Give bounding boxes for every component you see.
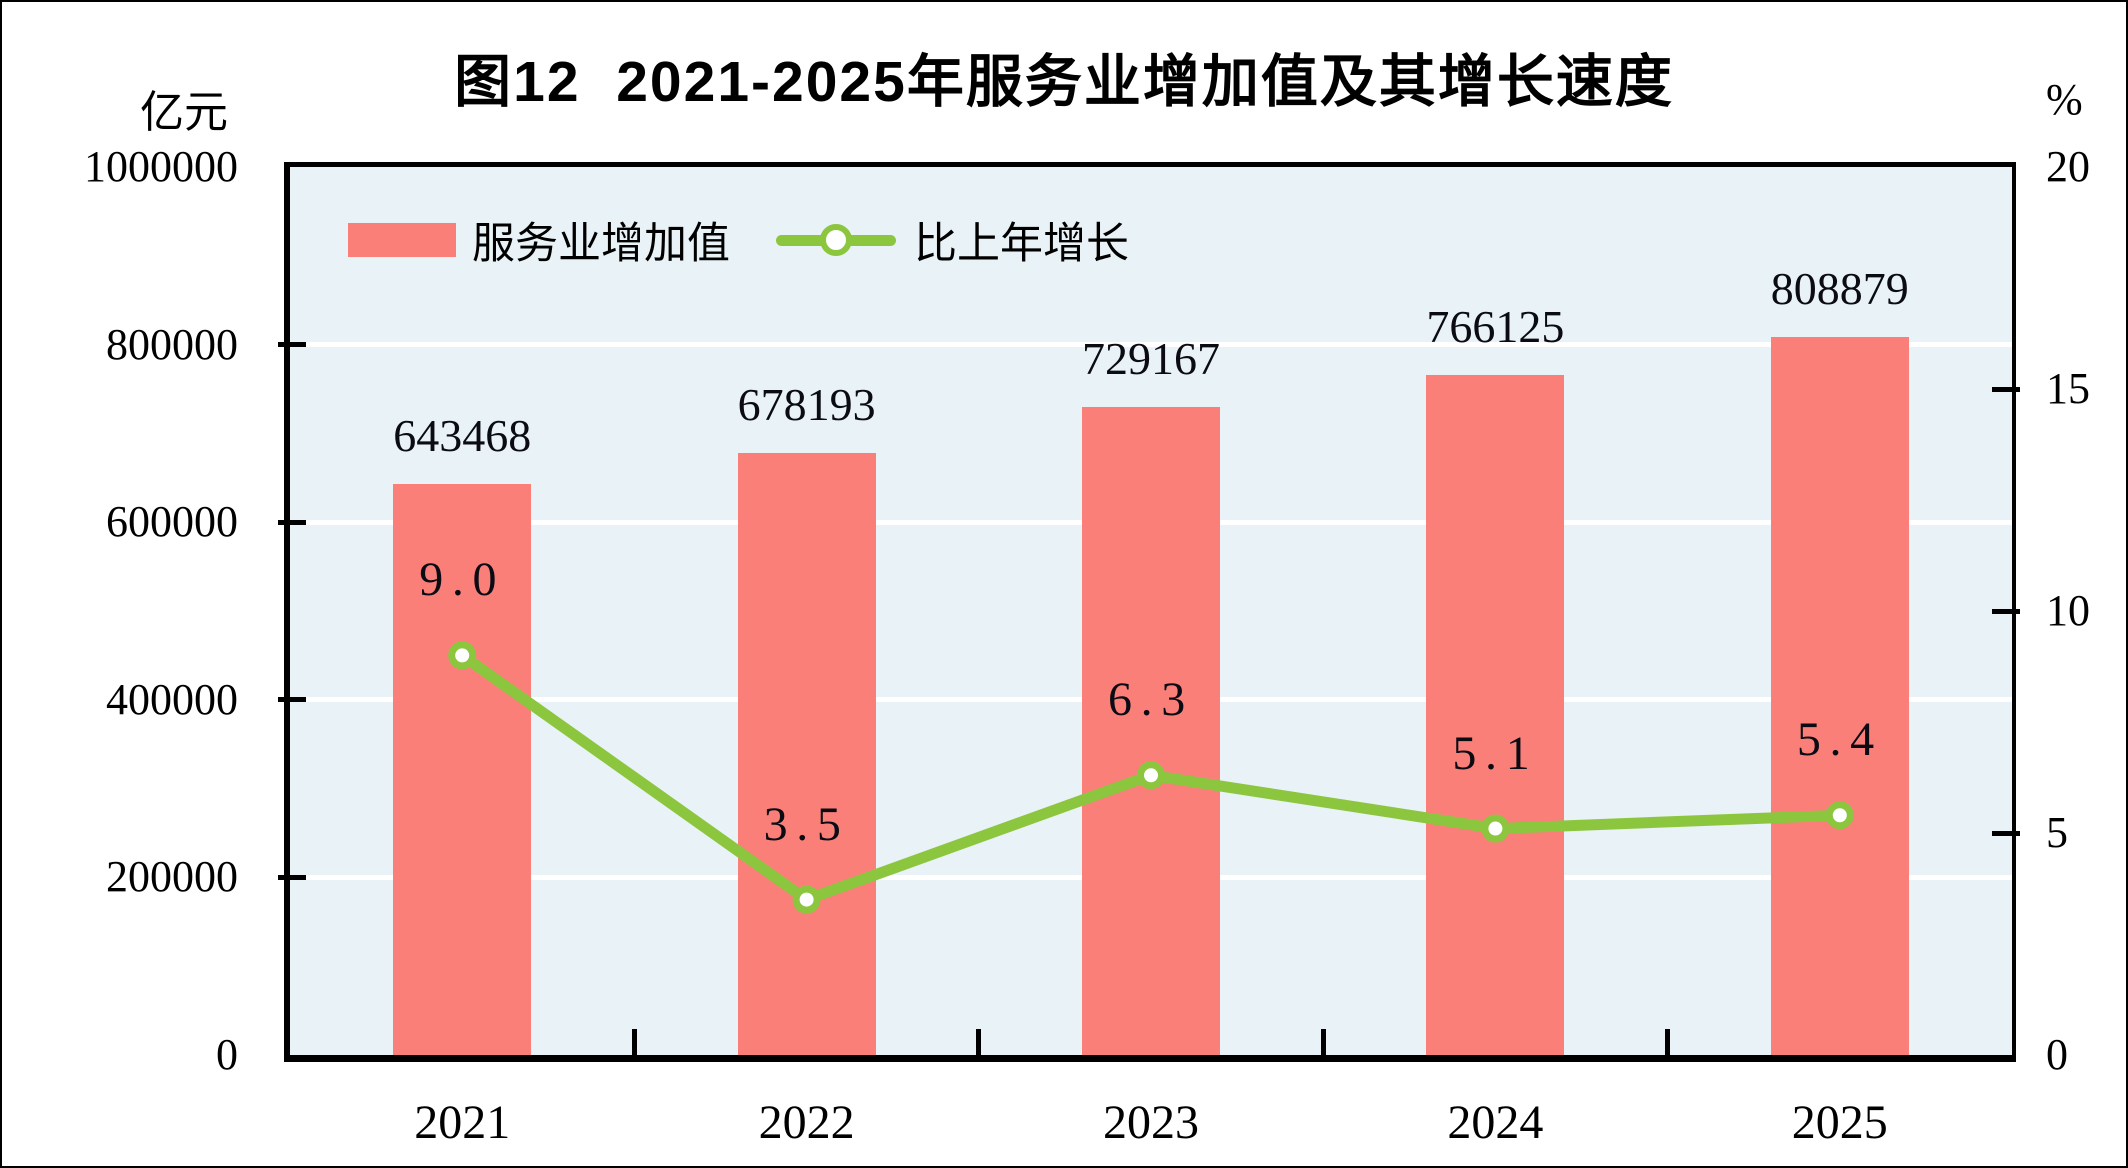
- right-axis-tick: [1992, 608, 2020, 614]
- x-axis-tick: [1665, 1029, 1671, 1055]
- growth-marker: [1825, 801, 1854, 830]
- growth-value-label: 5.4: [1796, 713, 1883, 767]
- bar-value-label: 808879: [1770, 262, 1909, 314]
- x-tick-label-2021: 2021: [414, 1096, 511, 1149]
- right-axis-tick-label: 0: [2046, 1030, 2068, 1079]
- growth-marker: [1481, 814, 1510, 843]
- x-tick-label-2024: 2024: [1447, 1096, 1544, 1149]
- growth-value-label: 9.0: [419, 553, 506, 607]
- legend: 服务业增加值 比上年增长: [348, 209, 1129, 271]
- bar-value-label: 643468: [393, 409, 532, 461]
- x-axis-tick: [631, 1029, 637, 1055]
- bar-2021: [393, 483, 532, 1055]
- right-axis-unit: %: [2046, 75, 2083, 124]
- x-axis-tick: [1320, 1029, 1326, 1055]
- growth-line-layer: [448, 641, 1854, 914]
- chart-title: 图12 2021-2025年服务业增加值及其增长速度: [454, 50, 1674, 114]
- legend-line-label: 比上年增长: [914, 221, 1129, 268]
- left-axis-tick: [278, 697, 306, 703]
- bar-value-label: 766125: [1426, 300, 1565, 352]
- growth-marker: [448, 641, 477, 670]
- right-axis-tick: [1992, 830, 2020, 836]
- left-axis-tick-label: 600000: [106, 497, 238, 547]
- left-axis-tick-label: 800000: [106, 319, 238, 369]
- bar-value-label: 729167: [1082, 333, 1220, 385]
- x-axis-tick: [976, 1029, 982, 1055]
- left-axis-tick-label: 1000000: [84, 142, 238, 191]
- left-axis-tick: [278, 519, 306, 525]
- growth-value-label: 3.5: [763, 797, 850, 851]
- right-axis-tick: [1992, 386, 2020, 392]
- legend-line-sample: [776, 220, 896, 260]
- gridline: [290, 342, 2012, 348]
- left-axis-tick: [278, 342, 306, 348]
- legend-marker-icon: [820, 224, 852, 256]
- legend-bar-swatch: [348, 223, 456, 257]
- plot-area: 服务业增加值 比上年增长 643468 9.0 678193 3.5 729167 6.3…: [278, 162, 2020, 1062]
- bar-2022: [737, 452, 876, 1055]
- growth-marker: [1137, 761, 1165, 790]
- left-axis-tick: [278, 874, 306, 880]
- x-tick-label-2025: 2025: [1791, 1096, 1888, 1149]
- left-axis-unit: 亿元: [140, 88, 228, 137]
- right-axis-tick-label: 10: [2046, 586, 2090, 635]
- left-axis-tick-label: 400000: [106, 674, 238, 724]
- growth-value-label: 6.3: [1108, 673, 1194, 727]
- right-axis-tick-label: 5: [2046, 808, 2068, 857]
- x-tick-label-2023: 2023: [1103, 1096, 1199, 1149]
- growth-value-label: 5.1: [1452, 726, 1539, 780]
- growth-marker: [792, 885, 821, 914]
- left-axis-tick-label: 200000: [106, 852, 238, 902]
- bar-value-label: 678193: [737, 378, 876, 430]
- right-axis-tick-label: 20: [2046, 142, 2090, 191]
- right-axis-tick-label: 15: [2046, 364, 2090, 413]
- bar-2024: [1426, 374, 1565, 1055]
- bar-2025: [1770, 336, 1909, 1055]
- x-tick-label-2022: 2022: [758, 1096, 855, 1149]
- left-axis-tick-label: 0: [216, 1030, 238, 1079]
- legend-bar-label: 服务业增加值: [472, 221, 730, 268]
- bar-2023: [1082, 407, 1220, 1055]
